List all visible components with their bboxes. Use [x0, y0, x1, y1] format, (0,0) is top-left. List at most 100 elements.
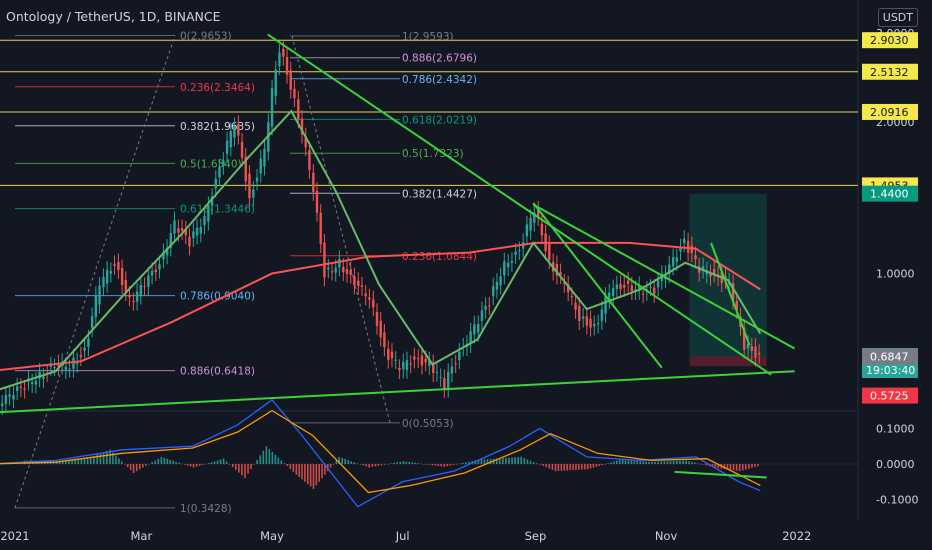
- candle-body: [507, 262, 510, 268]
- macd-histogram-bar: [660, 461, 663, 464]
- macd-histogram-bar: [253, 464, 255, 465]
- fib-left-label: 0.236(2.3464): [180, 82, 255, 94]
- macd-histogram-bar: [408, 461, 411, 464]
- candle-body: [308, 150, 311, 170]
- macd-histogram-bar: [627, 460, 630, 464]
- macd-histogram-bar: [118, 458, 120, 464]
- macd-histogram-bar: [613, 461, 615, 464]
- macd-histogram-bar: [434, 464, 437, 466]
- candle-body: [274, 69, 277, 96]
- macd-histogram-bar: [520, 456, 523, 464]
- macd-histogram-bar: [195, 464, 198, 467]
- macd-tick-label: 0.0000: [876, 458, 915, 471]
- macd-histogram-bar: [757, 464, 759, 467]
- macd-histogram-bar: [163, 457, 166, 464]
- candle-body: [195, 227, 199, 236]
- macd-histogram-bar: [666, 461, 669, 464]
- candle-body: [477, 323, 480, 333]
- candle-body: [533, 212, 536, 223]
- candle-body: [443, 378, 446, 389]
- macd-histogram-bar: [705, 464, 708, 466]
- macd-histogram-bar: [699, 464, 702, 465]
- candle-body: [615, 284, 619, 289]
- candle-body: [248, 173, 251, 199]
- candle-body: [731, 283, 735, 301]
- candle-body: [757, 352, 761, 355]
- macd-divergence-line: [674, 470, 767, 479]
- currency-label[interactable]: USDT: [877, 8, 918, 27]
- candle-body: [147, 275, 150, 287]
- candle-body: [64, 366, 68, 370]
- candle-body: [488, 305, 491, 307]
- macd-histogram-bar: [557, 464, 560, 471]
- macd-histogram-bar: [569, 464, 571, 471]
- candle-body: [90, 315, 94, 329]
- macd-histogram-bar: [618, 459, 621, 464]
- candle-body: [750, 346, 753, 352]
- macd-histogram-bar: [396, 462, 399, 464]
- macd-histogram-bar: [458, 463, 461, 465]
- macd-histogram-bar: [477, 459, 480, 464]
- macd-histogram-bar: [289, 464, 292, 469]
- macd-signal-line: [0, 409, 761, 494]
- macd-histogram-bar: [723, 464, 726, 470]
- macd-histogram-bar: [277, 457, 280, 464]
- macd-histogram-bar: [529, 460, 532, 464]
- macd-histogram-bar: [393, 462, 395, 464]
- candle-body: [503, 261, 506, 276]
- countdown-text: 19:03:40: [866, 364, 915, 377]
- macd-histogram-bar: [86, 457, 89, 464]
- fib-left-label: 0(2.9653): [180, 31, 232, 43]
- candle-body: [679, 247, 682, 252]
- macd-histogram-bar: [539, 464, 541, 465]
- candle-body: [345, 268, 349, 274]
- candle-body: [293, 88, 296, 98]
- candle-body: [338, 258, 341, 268]
- macd-histogram-bar: [80, 458, 83, 464]
- candle-body: [574, 302, 577, 310]
- macd-histogram-bar: [213, 461, 216, 464]
- fib-left-label: 0.886(0.6418): [180, 366, 255, 378]
- macd-histogram-bar: [536, 463, 538, 464]
- macd-histogram-bar: [399, 461, 402, 464]
- macd-histogram-bar: [123, 464, 126, 465]
- macd-histogram-bar: [106, 450, 108, 464]
- macd-histogram-bar: [741, 464, 744, 471]
- macd-histogram-bar: [745, 464, 747, 470]
- macd-histogram-bar: [688, 461, 690, 464]
- macd-histogram-bar: [183, 464, 186, 465]
- candle-body: [222, 160, 225, 166]
- candle-body: [68, 368, 71, 370]
- macd-histogram-bar: [109, 449, 111, 464]
- macd-histogram-bar: [711, 464, 714, 467]
- candle-body: [600, 309, 604, 321]
- macd-histogram-bar: [262, 450, 265, 464]
- level-price-text: 2.5132: [870, 66, 909, 79]
- candle-body: [72, 357, 75, 369]
- macd-histogram-bar: [231, 464, 234, 468]
- candle-body: [102, 276, 105, 288]
- macd-histogram-bar: [256, 459, 258, 464]
- macd-histogram-bar: [443, 464, 445, 467]
- price-label-tag: [862, 387, 918, 404]
- candle-body: [641, 293, 645, 295]
- macd-histogram-bar: [362, 464, 364, 466]
- macd-histogram-bar: [321, 464, 323, 479]
- candle-body: [207, 205, 210, 222]
- macd-histogram-bar: [405, 461, 408, 464]
- macd-histogram-bar: [437, 464, 440, 467]
- macd-histogram-bar: [589, 464, 592, 469]
- candle-body: [364, 293, 367, 297]
- macd-histogram-bar: [449, 464, 452, 466]
- macd-histogram-bar: [675, 460, 678, 464]
- macd-histogram-bar: [462, 462, 464, 464]
- candle-body: [4, 395, 8, 404]
- macd-histogram-bar: [74, 458, 76, 464]
- macd-histogram-bar: [234, 464, 237, 470]
- macd-histogram-bar: [225, 461, 228, 464]
- macd-histogram-bar: [283, 463, 286, 464]
- macd-histogram-bar: [315, 464, 318, 486]
- candle-body: [375, 311, 379, 326]
- candle-body: [570, 296, 574, 298]
